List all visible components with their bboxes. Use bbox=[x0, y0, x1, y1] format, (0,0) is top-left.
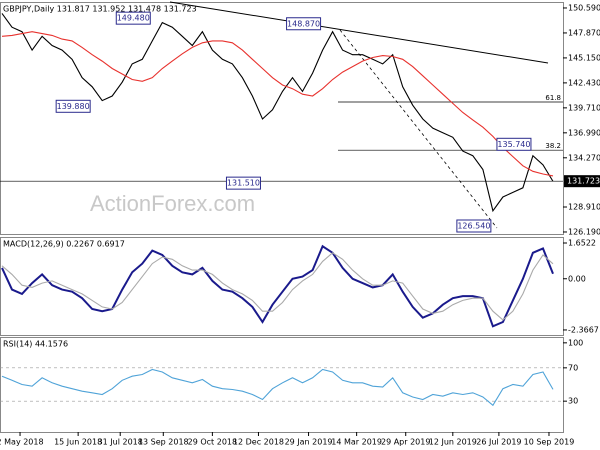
x-tick-label: 29 Jan 2019 bbox=[285, 438, 333, 447]
annotation-label: 149.480 bbox=[117, 14, 150, 23]
annotation-label: 126.540 bbox=[457, 222, 490, 231]
y-tick-label: 147.870 bbox=[568, 28, 600, 37]
x-tick-label: 12 Jun 2019 bbox=[429, 438, 477, 447]
panel-title: GBPJPY,Daily 131.817 131.952 131.478 131… bbox=[3, 5, 197, 14]
y-tick-label: 1.6522 bbox=[568, 239, 596, 248]
series-line bbox=[1, 244, 554, 328]
x-tick-label: 2 May 2018 bbox=[0, 438, 44, 447]
annotation-box bbox=[456, 219, 492, 233]
panel-frame bbox=[0, 2, 564, 235]
panel-frame bbox=[0, 237, 564, 336]
x-tick-label: 15 Jun 2018 bbox=[54, 438, 102, 447]
annotation-box bbox=[225, 176, 261, 190]
annotation-box bbox=[55, 99, 91, 113]
annotation-box bbox=[496, 137, 532, 151]
y-tick-label: 128.910 bbox=[568, 203, 600, 212]
annotation-box bbox=[115, 11, 151, 25]
y-tick-label: 136.990 bbox=[568, 128, 600, 137]
x-tick-label: 13 Sep 2018 bbox=[138, 438, 189, 447]
y-tick-label: 145.150 bbox=[568, 53, 600, 62]
y-tick-label: 142.430 bbox=[568, 78, 600, 87]
y-tick-label: 134.270 bbox=[568, 153, 600, 162]
x-tick-label: 12 Dec 2018 bbox=[233, 438, 284, 447]
panel-frame bbox=[0, 337, 564, 433]
x-tick-label: 14 Mar 2019 bbox=[331, 438, 382, 447]
panel-title: MACD(12,26,9) 0.2267 0.6917 bbox=[3, 240, 125, 249]
annotation-label: 135.740 bbox=[497, 140, 530, 149]
y-tick-label: 0.00 bbox=[568, 274, 586, 283]
level-label: 38.2 bbox=[545, 142, 561, 150]
current-price-label: 131.723 bbox=[567, 177, 600, 186]
y-tick-label: 30 bbox=[568, 397, 578, 406]
annotation-box bbox=[286, 17, 322, 31]
series-line bbox=[1, 31, 554, 177]
y-tick-label: 100 bbox=[568, 338, 583, 347]
annotation-label: 131.510 bbox=[227, 179, 260, 188]
x-tick-label: 29 Apr 2019 bbox=[381, 438, 430, 447]
x-tick-label: 31 Jul 2018 bbox=[98, 438, 143, 447]
annotation-label: 148.870 bbox=[287, 19, 320, 28]
panel-title: RSI(14) 44.1576 bbox=[3, 340, 68, 349]
series-line bbox=[1, 368, 554, 407]
y-tick-label: -2.3667 bbox=[568, 325, 599, 334]
y-tick-label: 150.590 bbox=[568, 3, 600, 12]
x-tick-label: 29 Oct 2018 bbox=[188, 438, 237, 447]
series-line bbox=[1, 252, 554, 321]
trend-line bbox=[169, 1, 549, 64]
x-tick-label: 10 Sep 2019 bbox=[524, 438, 575, 447]
annotation-label: 139.880 bbox=[57, 102, 90, 111]
x-tick-label: 26 Jul 2019 bbox=[476, 438, 521, 447]
watermark: ActionForex.com bbox=[90, 191, 255, 216]
trend-line-dashed bbox=[339, 29, 498, 229]
series-line bbox=[1, 13, 554, 213]
current-price-box bbox=[564, 175, 600, 188]
y-tick-label: 70 bbox=[568, 363, 578, 372]
y-tick-label: 139.710 bbox=[568, 103, 600, 112]
level-label: 61.8 bbox=[545, 94, 561, 102]
y-tick-label: 126.190 bbox=[568, 227, 600, 236]
